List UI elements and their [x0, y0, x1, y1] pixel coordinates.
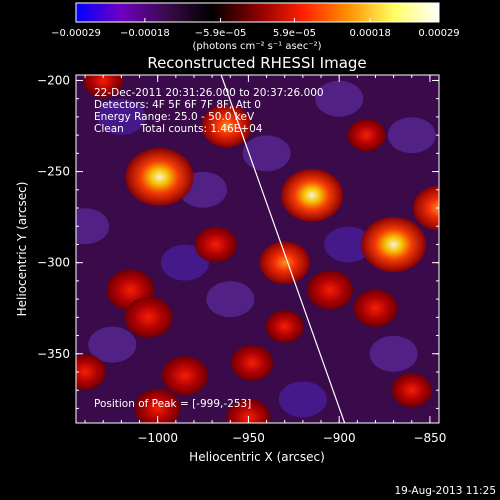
emission-source [391, 373, 432, 408]
emission-source [194, 226, 237, 263]
y-axis: −200 −250 −300 −350 [37, 73, 439, 409]
annotation-line: Detectors: 4F 5F 6F 7F 8F, Att 0 [94, 99, 261, 111]
image-area [76, 75, 439, 423]
emission-source [265, 310, 304, 343]
negative-region [387, 117, 436, 154]
colorbar-ticks: −0.00029 −0.00018 −5.9e−05 5.9e−05 0.00018 0.… [51, 18, 460, 39]
x-tick-label: −850 [413, 431, 446, 445]
y-tick-label: −350 [37, 347, 70, 361]
x-axis-label: Heliocentric X (arcsec) [189, 450, 325, 464]
plot-frame [75, 74, 440, 424]
emission-source [259, 241, 310, 284]
negative-region [315, 80, 364, 117]
colorbar-units: (photons cm⁻² s⁻¹ asec⁻²) [192, 41, 321, 52]
annotation-line: Clean Total counts: 1.46E+04 [94, 123, 263, 135]
negative-region [278, 381, 327, 418]
emission-source [125, 148, 194, 206]
emission-source [134, 388, 181, 423]
emission-source [361, 216, 427, 272]
y-tick-label: −250 [37, 165, 70, 179]
emission-source [124, 296, 173, 338]
colorbar [75, 2, 440, 23]
emission-source [353, 289, 398, 327]
y-tick-label: −300 [37, 256, 70, 270]
emission-source [347, 118, 386, 152]
x-tick-label: −1000 [137, 431, 178, 445]
x-axis: −1000 −950 −900 −850 [84, 75, 446, 445]
emission-source [201, 104, 252, 148]
emission-source [413, 185, 439, 231]
negative-region [76, 208, 110, 245]
y-axis-label: Heliocentric Y (arcsec) [15, 182, 29, 317]
emission-source [231, 345, 274, 381]
negative-region [160, 244, 209, 281]
negative-region [242, 135, 291, 172]
footer-date: 19-Aug-2013 11:25 [394, 485, 496, 497]
negative-region [324, 226, 373, 263]
emission-source [226, 398, 271, 423]
emission-source [161, 356, 208, 396]
negative-region [88, 326, 137, 363]
negative-region [206, 281, 255, 318]
emission-source [83, 75, 124, 98]
annotation-block: 22-Dec-2011 20:31:26.000 to 20:37:26.000… [94, 87, 324, 135]
colorbar-tick-label: −0.00018 [120, 28, 170, 39]
colorbar-tick-label: 0.00029 [418, 28, 459, 39]
solar-limb-line [220, 75, 346, 423]
colorbar-tick-label: −5.9e−05 [195, 28, 247, 39]
y-tick-label: −200 [37, 73, 70, 87]
emission-source [76, 354, 107, 390]
peak-position-label: Position of Peak = [-999,-253] [94, 398, 251, 410]
annotation-line: 22-Dec-2011 20:31:26.000 to 20:37:26.000 [94, 87, 324, 99]
negative-region [97, 98, 146, 135]
emission-source [280, 168, 343, 222]
colorbar-tick-label: 0.00018 [349, 28, 390, 39]
chart-title: Reconstructed RHESSI Image [147, 54, 366, 72]
x-tick-label: −950 [232, 431, 265, 445]
annotation-line: Energy Range: 25.0 - 50.0 keV [94, 111, 255, 123]
emission-source [307, 270, 354, 310]
x-tick-label: −900 [323, 431, 356, 445]
colorbar-tick-label: −0.00029 [51, 28, 101, 39]
colorbar-tick-label: 5.9e−05 [273, 28, 316, 39]
negative-region [369, 335, 418, 372]
